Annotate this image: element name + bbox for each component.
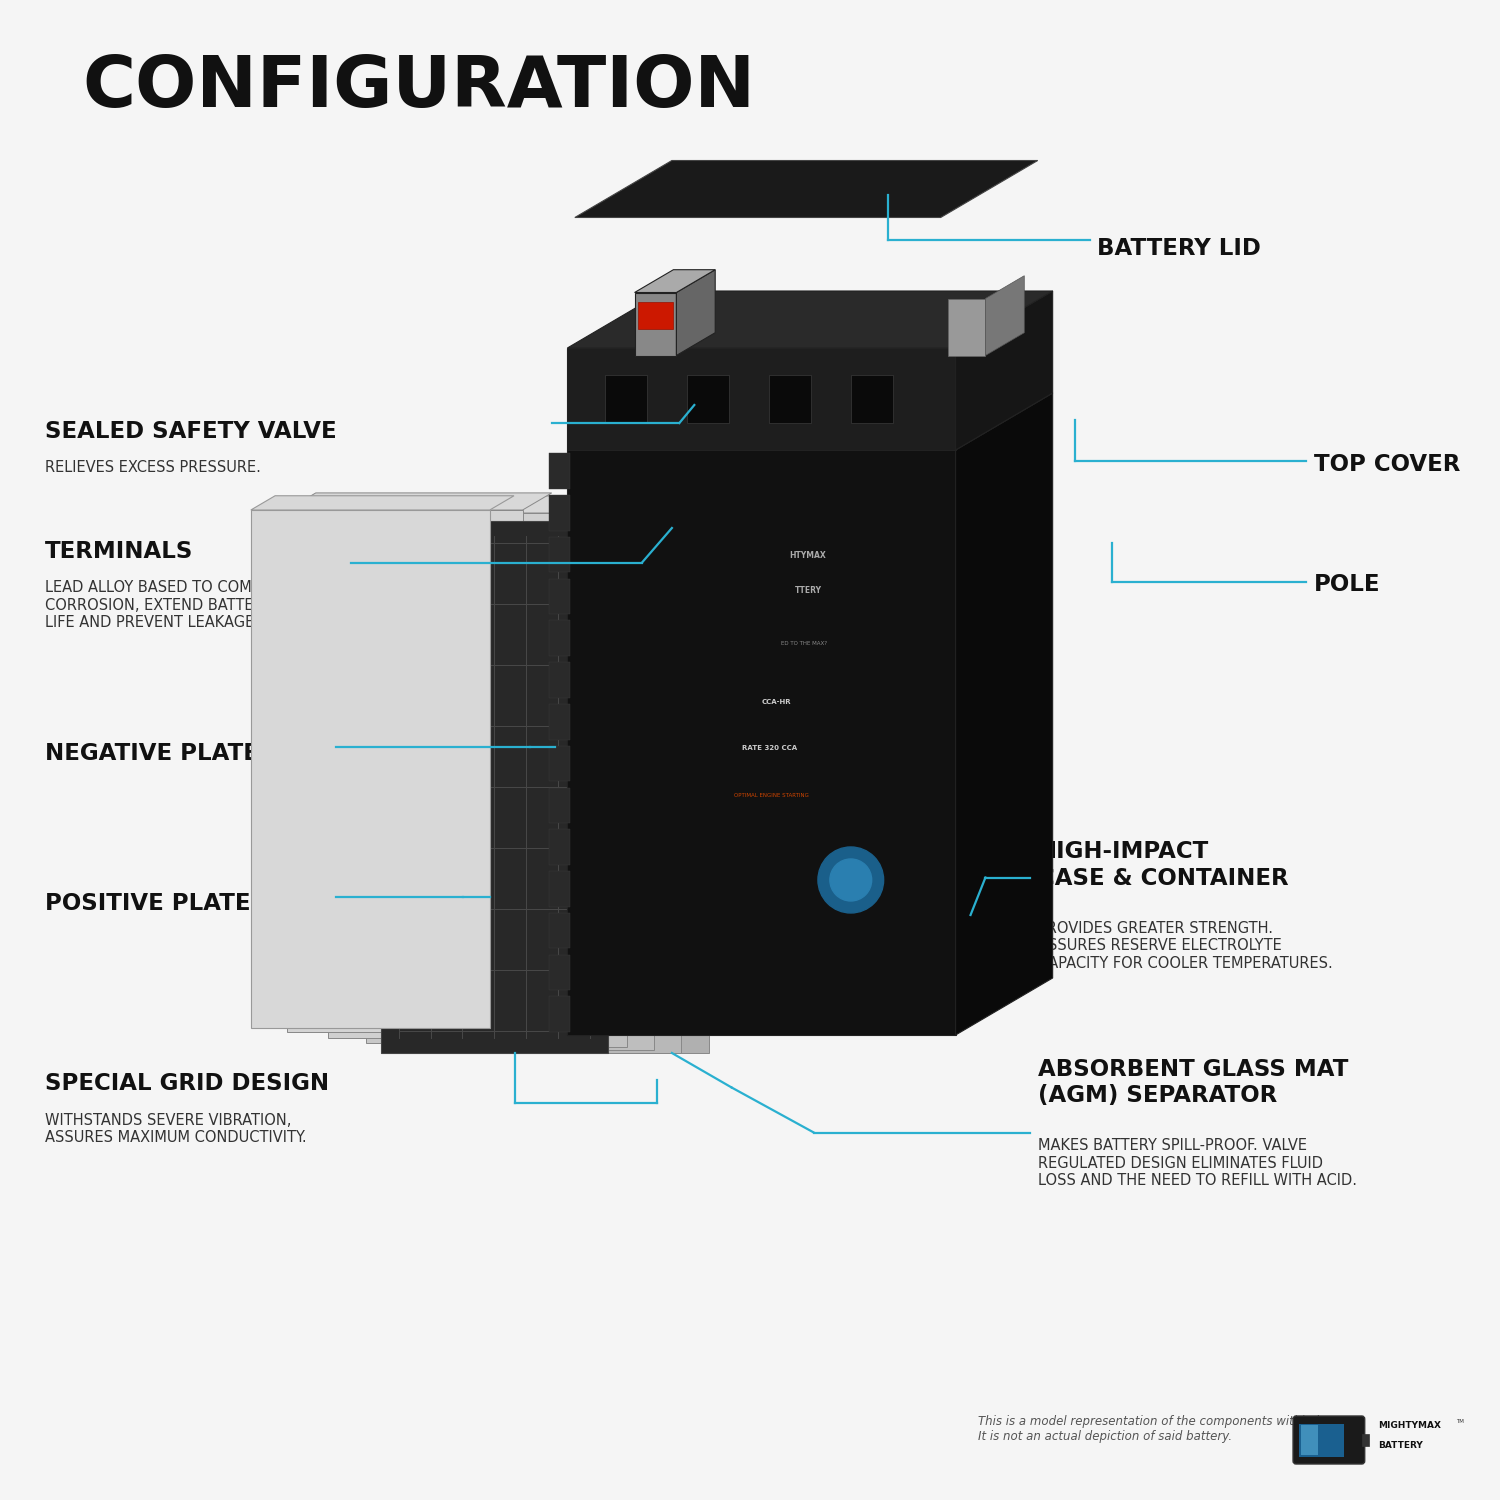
Text: CONFIGURATION: CONFIGURATION xyxy=(82,53,754,122)
FancyBboxPatch shape xyxy=(549,579,570,614)
Text: CCA-HR: CCA-HR xyxy=(762,699,790,705)
Polygon shape xyxy=(366,514,596,1042)
Polygon shape xyxy=(492,504,738,520)
Text: HTYMAX: HTYMAX xyxy=(789,550,826,560)
Polygon shape xyxy=(567,393,1053,450)
Text: This is a model representation of the components within battery.
It is not an ac: This is a model representation of the co… xyxy=(978,1414,1362,1443)
FancyBboxPatch shape xyxy=(1362,1434,1370,1446)
FancyBboxPatch shape xyxy=(687,375,729,423)
Text: HIGH-IMPACT
CASE & CONTAINER: HIGH-IMPACT CASE & CONTAINER xyxy=(1038,840,1288,890)
Text: ED TO THE MAX?: ED TO THE MAX? xyxy=(782,640,826,645)
Text: ABSORBENT GLASS MAT
(AGM) SEPARATOR: ABSORBENT GLASS MAT (AGM) SEPARATOR xyxy=(1038,1058,1348,1107)
Polygon shape xyxy=(430,501,682,518)
FancyBboxPatch shape xyxy=(604,375,646,423)
FancyBboxPatch shape xyxy=(549,537,570,573)
FancyBboxPatch shape xyxy=(850,375,892,423)
Polygon shape xyxy=(286,494,552,510)
FancyBboxPatch shape xyxy=(1300,1425,1318,1455)
Polygon shape xyxy=(251,496,514,510)
Polygon shape xyxy=(986,276,1024,356)
Polygon shape xyxy=(328,513,561,1038)
Polygon shape xyxy=(400,501,656,518)
Polygon shape xyxy=(381,520,608,1053)
Text: TOP COVER: TOP COVER xyxy=(1314,453,1461,476)
FancyBboxPatch shape xyxy=(549,746,570,782)
Circle shape xyxy=(830,859,872,901)
Polygon shape xyxy=(567,450,956,1035)
Polygon shape xyxy=(567,291,1053,348)
FancyBboxPatch shape xyxy=(770,375,812,423)
Text: LEAD ALLOY BASED TO COMBAT
CORROSION, EXTEND BATTERY
LIFE AND PREVENT LEAKAGE.: LEAD ALLOY BASED TO COMBAT CORROSION, EX… xyxy=(45,580,279,630)
FancyBboxPatch shape xyxy=(549,871,570,906)
Text: POSITIVE PLATE: POSITIVE PLATE xyxy=(45,892,251,915)
Text: WITHSTANDS SEVERE VIBRATION,
ASSURES MAXIMUM CONDUCTIVITY.: WITHSTANDS SEVERE VIBRATION, ASSURES MAX… xyxy=(45,1113,306,1146)
FancyBboxPatch shape xyxy=(549,621,570,656)
Text: TERMINALS: TERMINALS xyxy=(45,540,194,562)
Text: OPTIMAL ENGINE STARTING: OPTIMAL ENGINE STARTING xyxy=(735,792,809,798)
Text: SEALED SAFETY VALVE: SEALED SAFETY VALVE xyxy=(45,420,336,442)
FancyBboxPatch shape xyxy=(549,954,570,990)
Text: BATTERY LID: BATTERY LID xyxy=(1098,237,1262,260)
Polygon shape xyxy=(574,160,1038,218)
Text: NEGATIVE PLATE: NEGATIVE PLATE xyxy=(45,742,258,765)
FancyBboxPatch shape xyxy=(638,302,674,328)
Polygon shape xyxy=(366,498,626,514)
FancyBboxPatch shape xyxy=(549,996,570,1032)
Polygon shape xyxy=(956,291,1053,450)
Polygon shape xyxy=(460,504,710,520)
Polygon shape xyxy=(492,520,710,1053)
Polygon shape xyxy=(251,510,489,1028)
Polygon shape xyxy=(430,518,654,1050)
Text: POLE: POLE xyxy=(1314,573,1380,596)
FancyBboxPatch shape xyxy=(1293,1416,1365,1464)
Polygon shape xyxy=(956,393,1053,1035)
Polygon shape xyxy=(676,270,716,356)
FancyBboxPatch shape xyxy=(549,830,570,866)
FancyBboxPatch shape xyxy=(948,298,986,355)
Polygon shape xyxy=(400,518,627,1047)
FancyBboxPatch shape xyxy=(549,662,570,698)
Text: RATE 320 CCA: RATE 320 CCA xyxy=(742,746,796,752)
Polygon shape xyxy=(634,270,716,292)
Text: TTERY: TTERY xyxy=(795,586,822,596)
FancyBboxPatch shape xyxy=(1299,1424,1344,1456)
FancyBboxPatch shape xyxy=(549,788,570,824)
FancyBboxPatch shape xyxy=(549,704,570,740)
Text: BATTERY: BATTERY xyxy=(1378,1442,1423,1450)
Text: SPECIAL GRID DESIGN: SPECIAL GRID DESIGN xyxy=(45,1072,328,1095)
FancyBboxPatch shape xyxy=(549,495,570,531)
FancyBboxPatch shape xyxy=(549,453,570,489)
Polygon shape xyxy=(328,496,591,513)
Text: MAKES BATTERY SPILL-PROOF. VALVE
REGULATED DESIGN ELIMINATES FLUID
LOSS AND THE : MAKES BATTERY SPILL-PROOF. VALVE REGULAT… xyxy=(1038,1138,1356,1188)
Text: TM: TM xyxy=(1456,1419,1464,1424)
Polygon shape xyxy=(460,520,681,1053)
Polygon shape xyxy=(567,348,956,450)
Circle shape xyxy=(818,847,884,914)
Text: PROVIDES GREATER STRENGTH.
ASSURES RESERVE ELECTROLYTE
CAPACITY FOR COOLER TEMPE: PROVIDES GREATER STRENGTH. ASSURES RESER… xyxy=(1038,921,1332,970)
Text: MIGHTYMAX: MIGHTYMAX xyxy=(1378,1420,1442,1430)
Polygon shape xyxy=(634,292,676,356)
FancyBboxPatch shape xyxy=(549,914,570,948)
Text: RELIEVES EXCESS PRESSURE.: RELIEVES EXCESS PRESSURE. xyxy=(45,460,261,476)
Polygon shape xyxy=(286,510,522,1032)
